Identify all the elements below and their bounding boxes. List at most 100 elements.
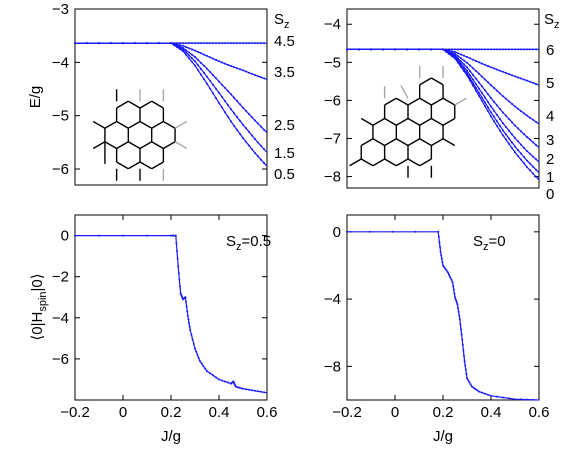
data-point <box>188 42 190 45</box>
data-point <box>448 52 450 55</box>
data-point <box>463 54 465 57</box>
data-point <box>532 155 534 158</box>
lattice-bond <box>372 117 385 126</box>
data-point <box>254 152 256 154</box>
data-point <box>529 162 531 165</box>
lattice-bond <box>442 97 456 106</box>
data-point <box>227 90 229 93</box>
data-point <box>463 59 465 62</box>
data-point <box>460 53 462 56</box>
lattice-bond <box>384 158 397 167</box>
data-point <box>174 234 177 237</box>
data-point <box>460 328 462 331</box>
data-point <box>523 78 525 81</box>
data-point <box>182 46 184 49</box>
lattice-bond <box>407 97 421 106</box>
data-point <box>508 137 510 140</box>
data-point <box>496 113 498 116</box>
data-point <box>196 353 199 356</box>
data-point <box>200 61 202 64</box>
data-point <box>520 158 522 161</box>
data-point <box>508 48 510 51</box>
data-point <box>457 55 459 58</box>
data-point <box>481 96 483 99</box>
data-point <box>439 251 442 253</box>
data-point <box>463 63 465 66</box>
sz-title: Sz <box>544 11 560 31</box>
data-point <box>517 140 519 143</box>
data-point <box>236 42 238 45</box>
data-point <box>487 65 489 67</box>
lattice-bond <box>431 97 444 106</box>
data-point <box>224 100 226 102</box>
data-point <box>185 46 187 48</box>
data-point <box>502 48 504 51</box>
lattice-bond <box>127 100 141 109</box>
data-point <box>233 96 235 99</box>
data-point <box>251 72 253 75</box>
data-point <box>170 42 172 45</box>
data-point <box>438 240 441 243</box>
data-point <box>517 76 519 79</box>
data-point <box>450 278 453 281</box>
data-point <box>514 124 516 127</box>
data-point <box>185 305 188 308</box>
data-point <box>466 61 468 64</box>
data-point <box>476 389 479 392</box>
sz-label: 4.5 <box>274 33 295 50</box>
data-point <box>451 55 453 58</box>
data-point <box>453 292 456 295</box>
data-point <box>454 57 456 60</box>
data-point <box>526 150 528 153</box>
data-point <box>186 314 189 317</box>
data-point <box>437 235 440 238</box>
data-point <box>251 116 253 119</box>
data-point <box>454 48 456 51</box>
data-point <box>358 48 360 51</box>
data-point <box>209 56 211 59</box>
lattice-bond <box>360 117 374 126</box>
data-point <box>478 61 480 64</box>
data-point <box>520 110 522 113</box>
data-point <box>535 83 537 85</box>
data-point <box>263 148 265 151</box>
data-point <box>209 372 211 375</box>
y-tick-label: −4 <box>52 54 69 71</box>
data-point <box>457 48 459 51</box>
lattice-bond <box>384 97 397 106</box>
data-point <box>514 75 516 78</box>
data-point <box>526 159 528 162</box>
data-point <box>218 91 220 94</box>
data-point <box>206 67 208 70</box>
data-point <box>263 42 265 45</box>
data-point <box>487 106 489 109</box>
molecule-inset <box>349 66 467 178</box>
lattice-bond <box>104 120 117 129</box>
data-point <box>451 281 454 284</box>
data-point <box>502 70 504 73</box>
data-point <box>472 67 474 70</box>
data-point <box>206 54 208 57</box>
data-point <box>490 48 492 51</box>
data-point <box>474 388 477 391</box>
data-point <box>218 42 220 45</box>
lattice-bond <box>139 100 153 109</box>
y-tick-label: −5 <box>52 108 69 125</box>
data-point <box>511 133 513 136</box>
lattice-bond <box>139 120 153 129</box>
data-point <box>227 104 229 107</box>
panel-top-left: −3 −4 −5 −6 E/g Sz 4.5 3.5 2.5 1.5 0.5 <box>27 1 295 186</box>
data-point <box>454 52 456 55</box>
y-tick-label: −7 <box>324 130 341 147</box>
data-point <box>475 89 477 92</box>
data-point <box>234 385 237 388</box>
lattice-bond <box>127 161 141 170</box>
lattice-bond <box>174 141 188 150</box>
x-tick-label: 0.2 <box>161 404 182 421</box>
data-point <box>454 51 456 53</box>
data-point <box>230 120 232 123</box>
lattice-bond <box>116 141 129 150</box>
data-point <box>496 48 498 51</box>
data-point <box>472 73 474 76</box>
data-point <box>526 166 528 169</box>
